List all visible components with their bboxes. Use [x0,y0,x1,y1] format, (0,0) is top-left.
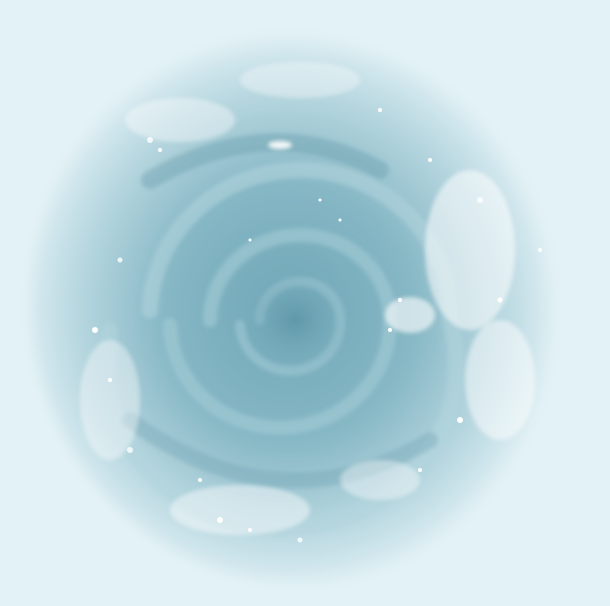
foam [80,62,535,535]
vortex-core [235,265,355,375]
sparkles [92,108,542,543]
